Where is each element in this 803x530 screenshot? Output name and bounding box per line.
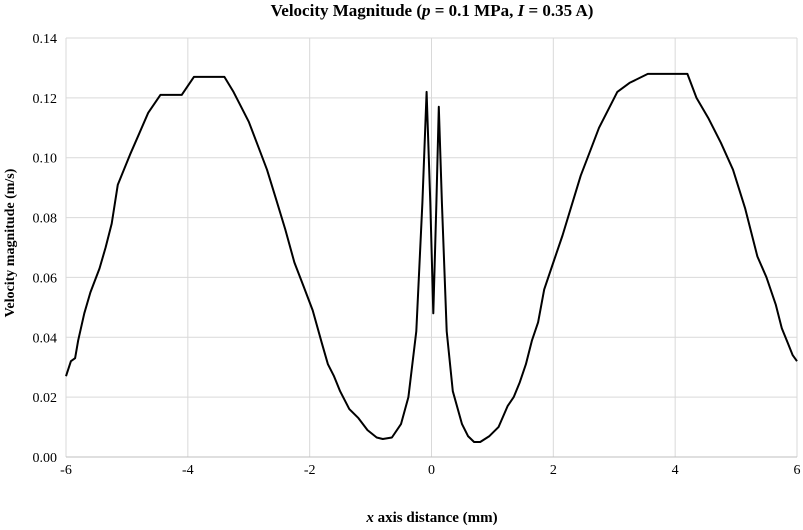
x-tick-labels: -6 -4 -2 0 2 4 6	[60, 463, 800, 478]
y-tick-label: 0.12	[33, 92, 58, 107]
y-tick-label: 0.14	[33, 32, 58, 47]
x-tick-label: 4	[672, 463, 679, 478]
y-tick-label: 0.02	[33, 391, 58, 406]
series-line-velocity	[65, 72, 798, 443]
x-tick-label: 0	[428, 463, 435, 478]
x-tick-label: -6	[60, 463, 72, 478]
y-tick-label: 0.04	[33, 331, 58, 346]
y-tick-label: 0.10	[33, 152, 58, 167]
x-tick-label: -4	[182, 463, 194, 478]
x-tick-label: 6	[794, 463, 801, 478]
y-tick-labels: 0.00 0.02 0.04 0.06 0.08 0.10 0.12 0.14	[33, 32, 58, 466]
y-axis-label: Velocity magnitude (m/s)	[3, 168, 18, 317]
x-tick-label: -2	[304, 463, 316, 478]
chart-title: Velocity Magnitude (p = 0.1 MPa, I = 0.3…	[271, 1, 594, 20]
x-tick-label: 2	[550, 463, 557, 478]
y-tick-label: 0.08	[33, 212, 58, 227]
y-tick-label: 0.06	[33, 271, 58, 286]
y-tick-label: 0.00	[33, 451, 58, 466]
x-axis-label: x axis distance (mm)	[365, 510, 497, 526]
